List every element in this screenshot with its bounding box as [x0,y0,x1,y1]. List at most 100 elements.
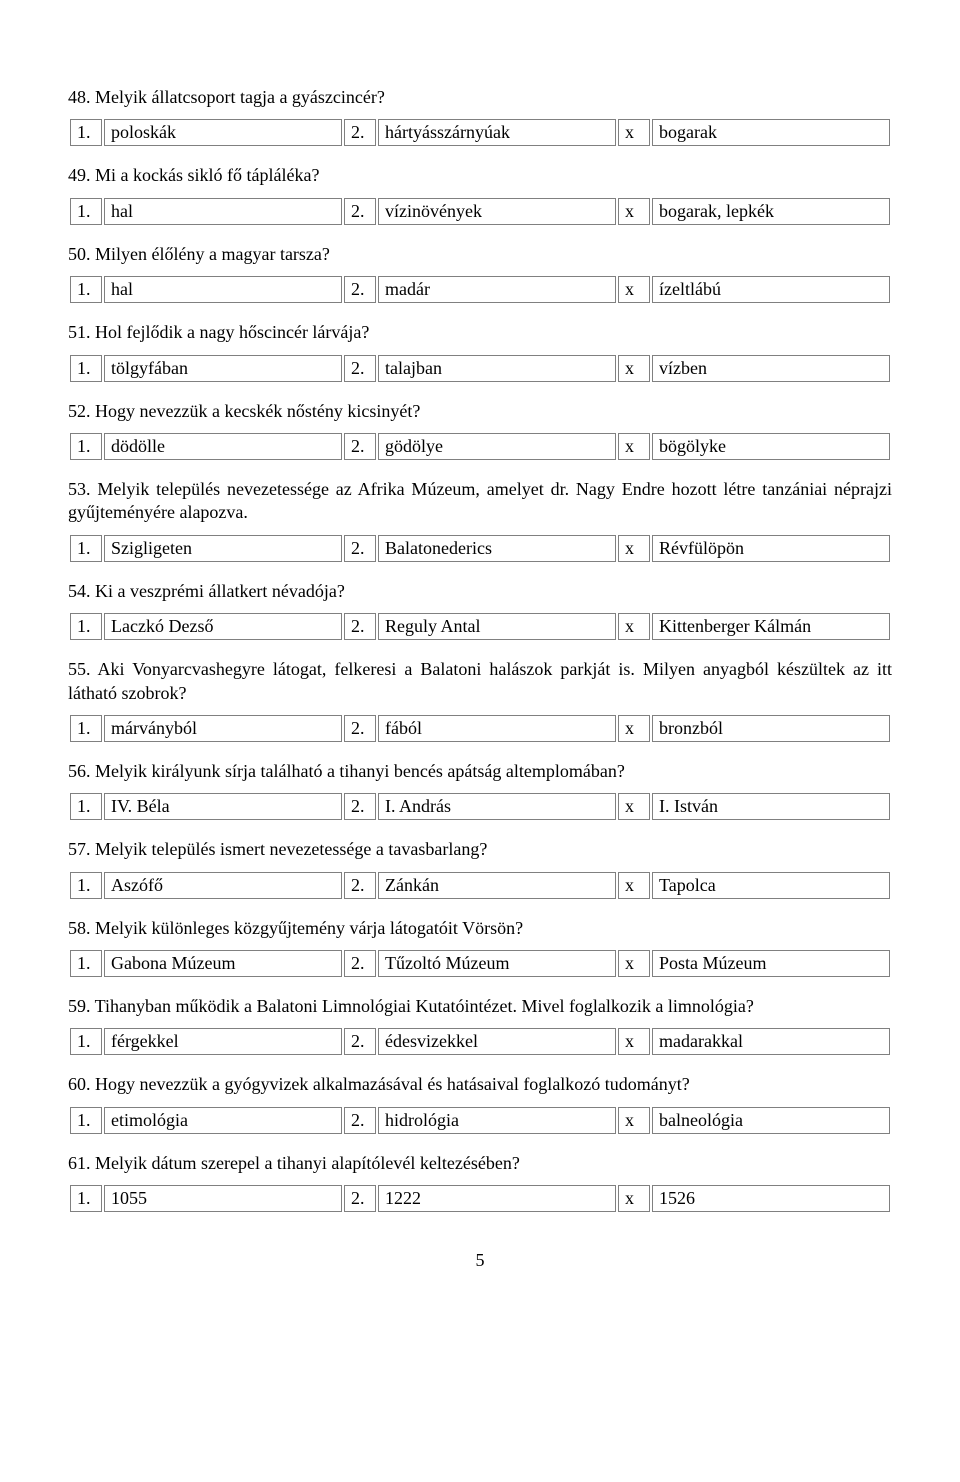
answer-number-1: 1. [70,433,102,460]
answer-option-2: talajban [378,355,616,382]
answer-option-2: édesvizekkel [378,1028,616,1055]
answer-option-2: Balatonederics [378,535,616,562]
question-body: Melyik dátum szerepel a tihanyi alapítól… [91,1153,520,1173]
answer-table: 1.etimológia2.hidrológiaxbalneológia [68,1105,892,1136]
answer-marker-x: x [618,535,650,562]
answer-table: 1.IV. Béla2.I. AndrásxI. István [68,791,892,822]
answer-number-1: 1. [70,872,102,899]
answer-table: 1.hal2.madárxízeltlábú [68,274,892,305]
answer-option-1: Aszófő [104,872,342,899]
answer-option-1: márványból [104,715,342,742]
answer-number-2: 2. [344,1185,376,1212]
answer-number-2: 2. [344,613,376,640]
question-number: 52. [68,401,91,421]
answer-option-2: hártyásszárnyúak [378,119,616,146]
question-text: 57. Melyik település ismert nevezetesség… [68,838,892,861]
answer-option-3: Kittenberger Kálmán [652,613,890,640]
answer-number-2: 2. [344,198,376,225]
answer-option-2: madár [378,276,616,303]
answer-marker-x: x [618,715,650,742]
answer-number-1: 1. [70,535,102,562]
answer-marker-x: x [618,119,650,146]
answer-option-1: etimológia [104,1107,342,1134]
answer-number-2: 2. [344,715,376,742]
answer-marker-x: x [618,433,650,460]
answer-number-2: 2. [344,355,376,382]
answer-option-1: 1055 [104,1185,342,1212]
answer-table: 1.poloskák2.hártyásszárnyúakxbogarak [68,117,892,148]
question-body: Hogy nevezzük a gyógyvizek alkalmazásáva… [91,1074,690,1094]
answer-option-3: bogarak [652,119,890,146]
answer-marker-x: x [618,1028,650,1055]
answer-option-3: 1526 [652,1185,890,1212]
answer-option-1: hal [104,276,342,303]
answer-number-2: 2. [344,433,376,460]
answer-table: 1.férgekkel2.édesvizekkelxmadarakkal [68,1026,892,1057]
question-list: 48. Melyik állatcsoport tagja a gyászcin… [68,86,892,1214]
answer-option-2: fából [378,715,616,742]
answer-marker-x: x [618,950,650,977]
answer-option-3: Posta Múzeum [652,950,890,977]
answer-table: 1.Laczkó Dezső2.Reguly AntalxKittenberge… [68,611,892,642]
question-body: Melyik állatcsoport tagja a gyászcincér? [91,87,385,107]
question-number: 55. [68,659,91,679]
question-body: Melyik település nevezetessége az Afrika… [68,479,892,522]
answer-option-1: férgekkel [104,1028,342,1055]
answer-number-1: 1. [70,613,102,640]
answer-marker-x: x [618,872,650,899]
answer-table: 1.dödölle2.gödölyexbögölyke [68,431,892,462]
answer-table: 1.Gabona Múzeum2.Tűzoltó MúzeumxPosta Mú… [68,948,892,979]
answer-number-2: 2. [344,1028,376,1055]
answer-option-1: Gabona Múzeum [104,950,342,977]
answer-option-2: vízinövények [378,198,616,225]
answer-marker-x: x [618,198,650,225]
answer-option-2: hidrológia [378,1107,616,1134]
answer-number-2: 2. [344,535,376,562]
answer-option-3: Révfülöpön [652,535,890,562]
answer-option-1: Laczkó Dezső [104,613,342,640]
answer-table: 1.Aszófő2.ZánkánxTapolca [68,870,892,901]
answer-option-3: bögölyke [652,433,890,460]
answer-marker-x: x [618,1185,650,1212]
question-number: 53. [68,479,91,499]
answer-number-2: 2. [344,276,376,303]
question-text: 58. Melyik különleges közgyűjtemény várj… [68,917,892,940]
question-text: 50. Milyen élőlény a magyar tarsza? [68,243,892,266]
answer-option-3: madarakkal [652,1028,890,1055]
question-body: Melyik település ismert nevezetessége a … [91,839,488,859]
question-number: 56. [68,761,91,781]
answer-option-2: Tűzoltó Múzeum [378,950,616,977]
page-number: 5 [68,1250,892,1271]
question-body: Aki Vonyarcvashegyre látogat, felkeresi … [68,659,892,702]
question-number: 61. [68,1153,91,1173]
answer-marker-x: x [618,1107,650,1134]
question-text: 60. Hogy nevezzük a gyógyvizek alkalmazá… [68,1073,892,1096]
question-body: Tihanyban működik a Balatoni Limnológiai… [91,996,754,1016]
question-number: 48. [68,87,91,107]
answer-number-1: 1. [70,119,102,146]
question-body: Hol fejlődik a nagy hőscincér lárvája? [91,322,370,342]
question-text: 56. Melyik királyunk sírja található a t… [68,760,892,783]
answer-number-1: 1. [70,793,102,820]
answer-number-2: 2. [344,950,376,977]
question-number: 51. [68,322,91,342]
answer-option-2: gödölye [378,433,616,460]
question-body: Ki a veszprémi állatkert névadója? [91,581,345,601]
answer-marker-x: x [618,355,650,382]
answer-option-3: Tapolca [652,872,890,899]
answer-option-1: poloskák [104,119,342,146]
question-text: 55. Aki Vonyarcvashegyre látogat, felker… [68,658,892,705]
question-number: 58. [68,918,91,938]
answer-number-2: 2. [344,119,376,146]
answer-number-1: 1. [70,355,102,382]
answer-marker-x: x [618,793,650,820]
question-number: 50. [68,244,91,264]
answer-option-1: IV. Béla [104,793,342,820]
question-text: 49. Mi a kockás sikló fő tápláléka? [68,164,892,187]
answer-number-1: 1. [70,715,102,742]
question-text: 54. Ki a veszprémi állatkert névadója? [68,580,892,603]
answer-number-1: 1. [70,1028,102,1055]
question-body: Milyen élőlény a magyar tarsza? [91,244,330,264]
answer-option-2: I. András [378,793,616,820]
answer-option-3: I. István [652,793,890,820]
